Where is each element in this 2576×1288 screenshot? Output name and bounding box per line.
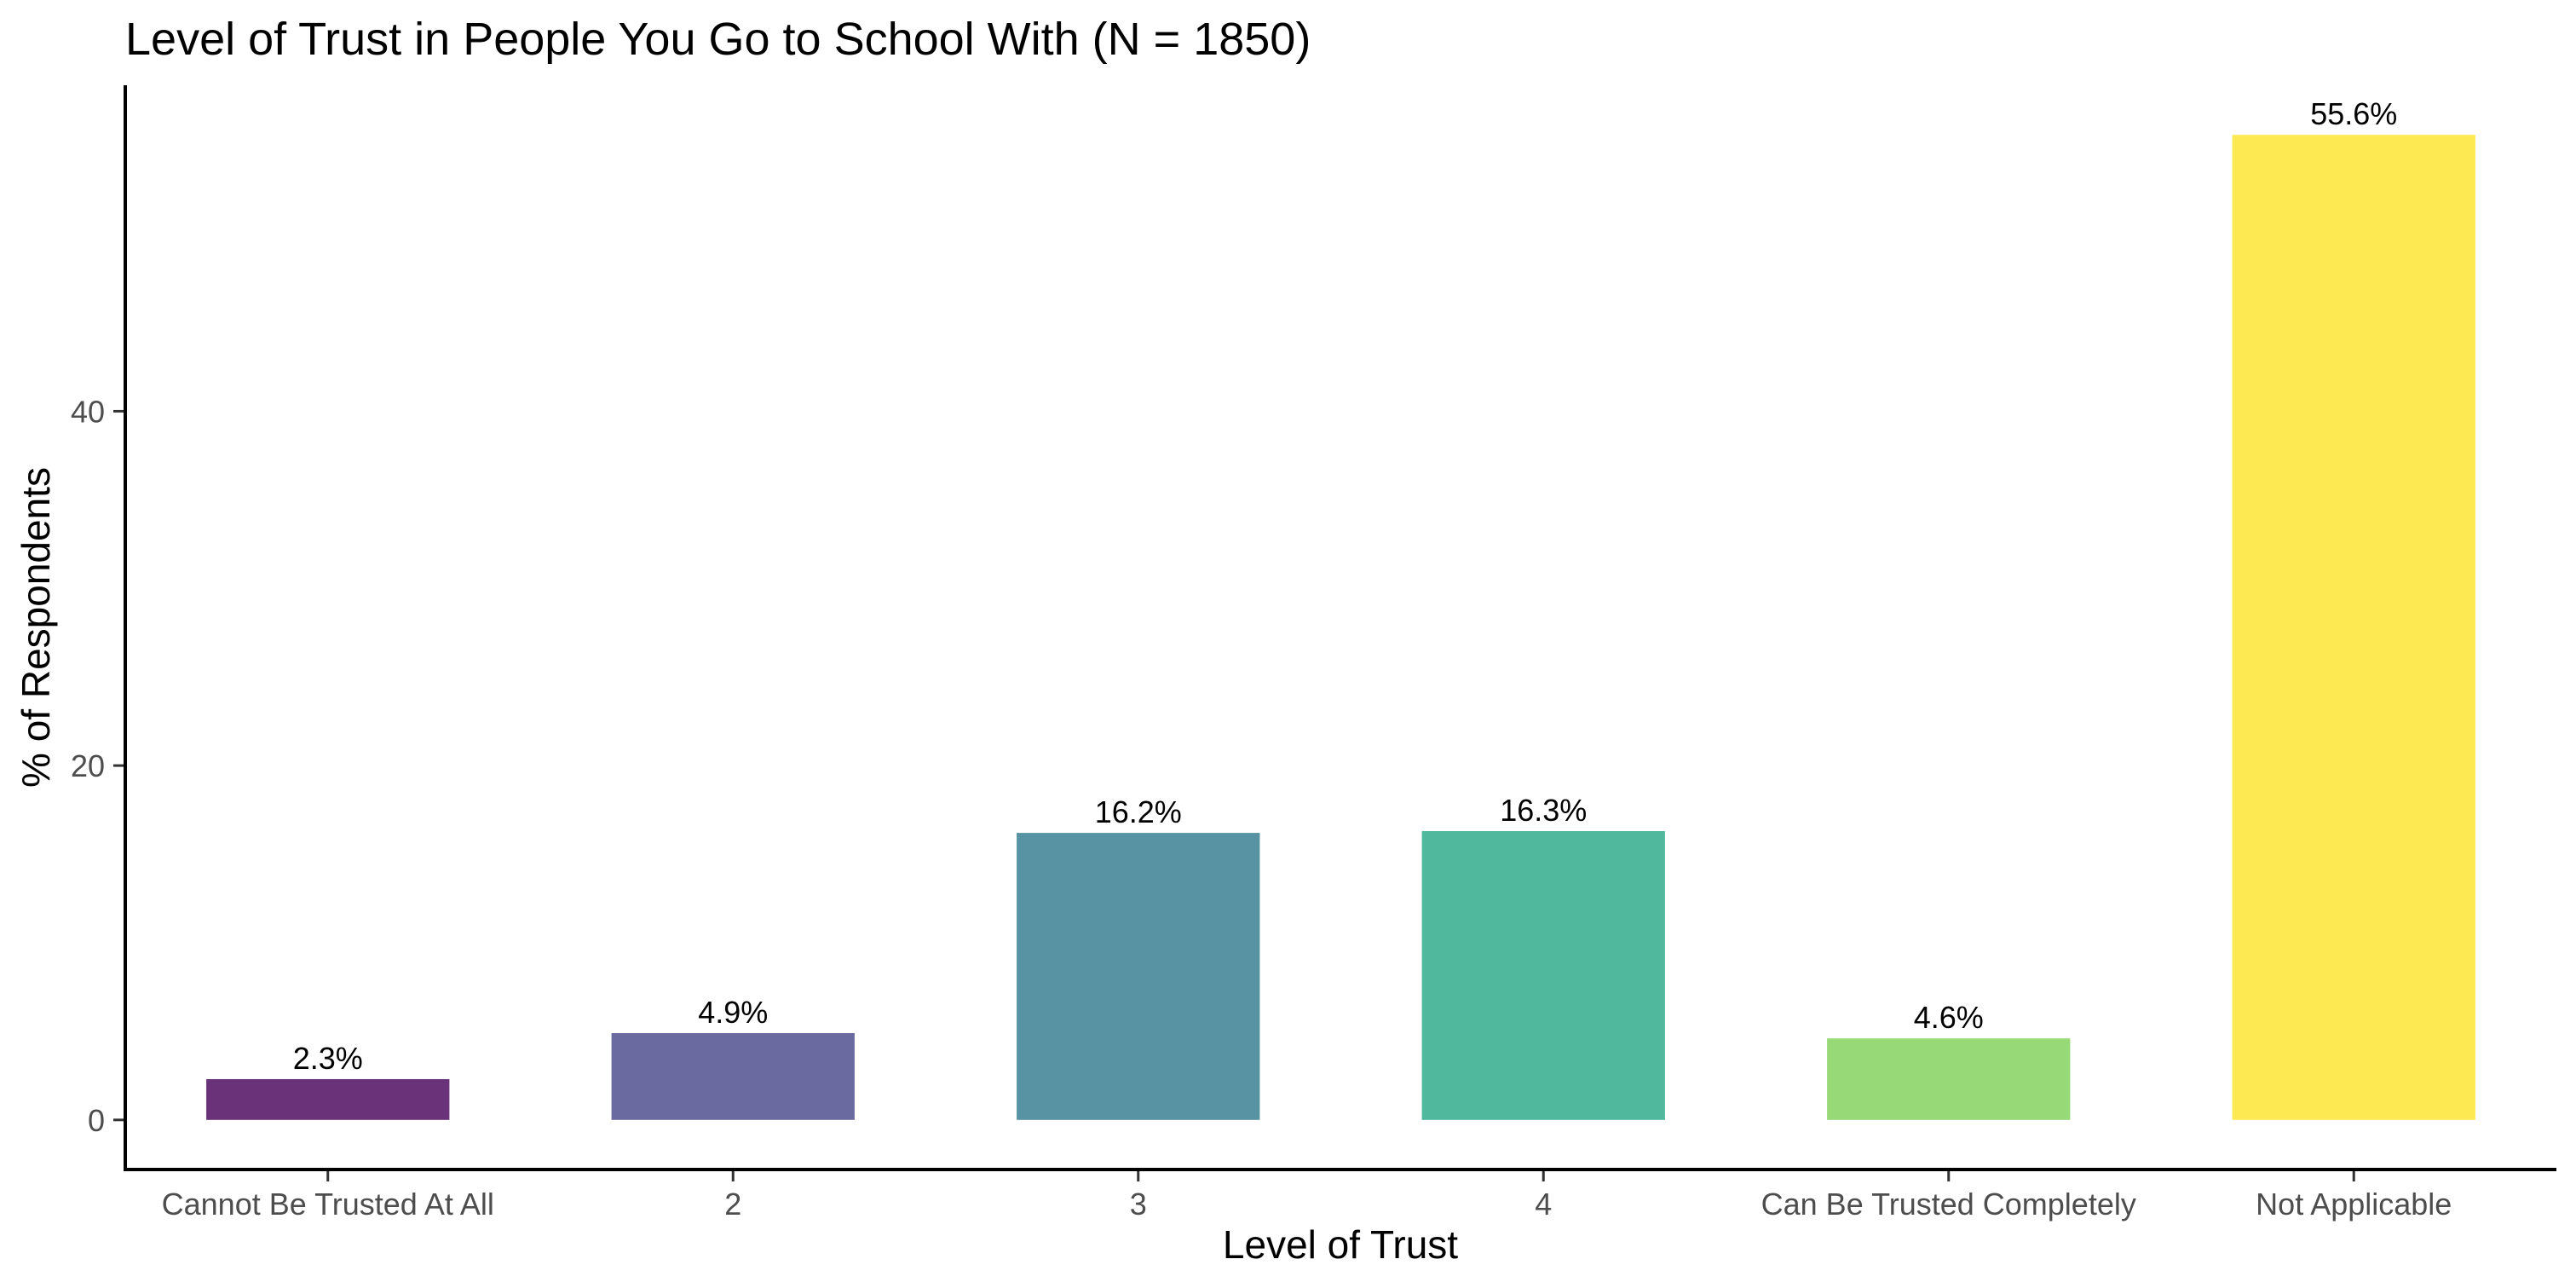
bar-value-label-1: 2.3%: [293, 1041, 363, 1076]
x-tick-label-3: 3: [1130, 1187, 1147, 1222]
x-tick-label-2: 2: [724, 1187, 741, 1222]
x-tick-label-4: 4: [1535, 1187, 1552, 1222]
bar-2: [611, 1032, 855, 1120]
y-tick-label-40: 40: [71, 394, 105, 429]
x-axis-title: Level of Trust: [1223, 1222, 1458, 1267]
y-axis-title: % of Respondents: [14, 467, 58, 788]
bar-value-label-6: 55.6%: [2310, 96, 2397, 131]
y-tick-label-20: 20: [71, 748, 105, 783]
y-axis-ticks: 0 20 40: [71, 394, 125, 1138]
chart-title: Level of Trust in People You Go to Schoo…: [125, 14, 1311, 65]
bars-group: [206, 135, 2475, 1120]
bar-5: [1827, 1038, 2071, 1120]
x-axis-ticks: Cannot Be Trusted At All 2 3 4 Can Be Truste…: [162, 1170, 2452, 1222]
bar-value-label-5: 4.6%: [1914, 1000, 1984, 1035]
x-tick-label-1: Cannot Be Trusted At All: [162, 1187, 494, 1222]
bar-value-label-2: 4.9%: [698, 995, 768, 1030]
bar-1: [206, 1079, 450, 1120]
y-tick-label-0: 0: [88, 1103, 105, 1138]
bar-value-label-4: 16.3%: [1500, 793, 1587, 828]
bar-6: [2232, 135, 2475, 1120]
x-tick-label-5: Can Be Trusted Completely: [1761, 1187, 2136, 1222]
bar-3: [1017, 833, 1260, 1120]
bar-labels-group: 2.3% 4.9% 16.2% 16.3% 4.6% 55.6%: [293, 96, 2398, 1076]
bar-value-label-3: 16.2%: [1095, 794, 1182, 829]
bar-4: [1421, 831, 1665, 1120]
x-tick-label-6: Not Applicable: [2256, 1187, 2452, 1222]
